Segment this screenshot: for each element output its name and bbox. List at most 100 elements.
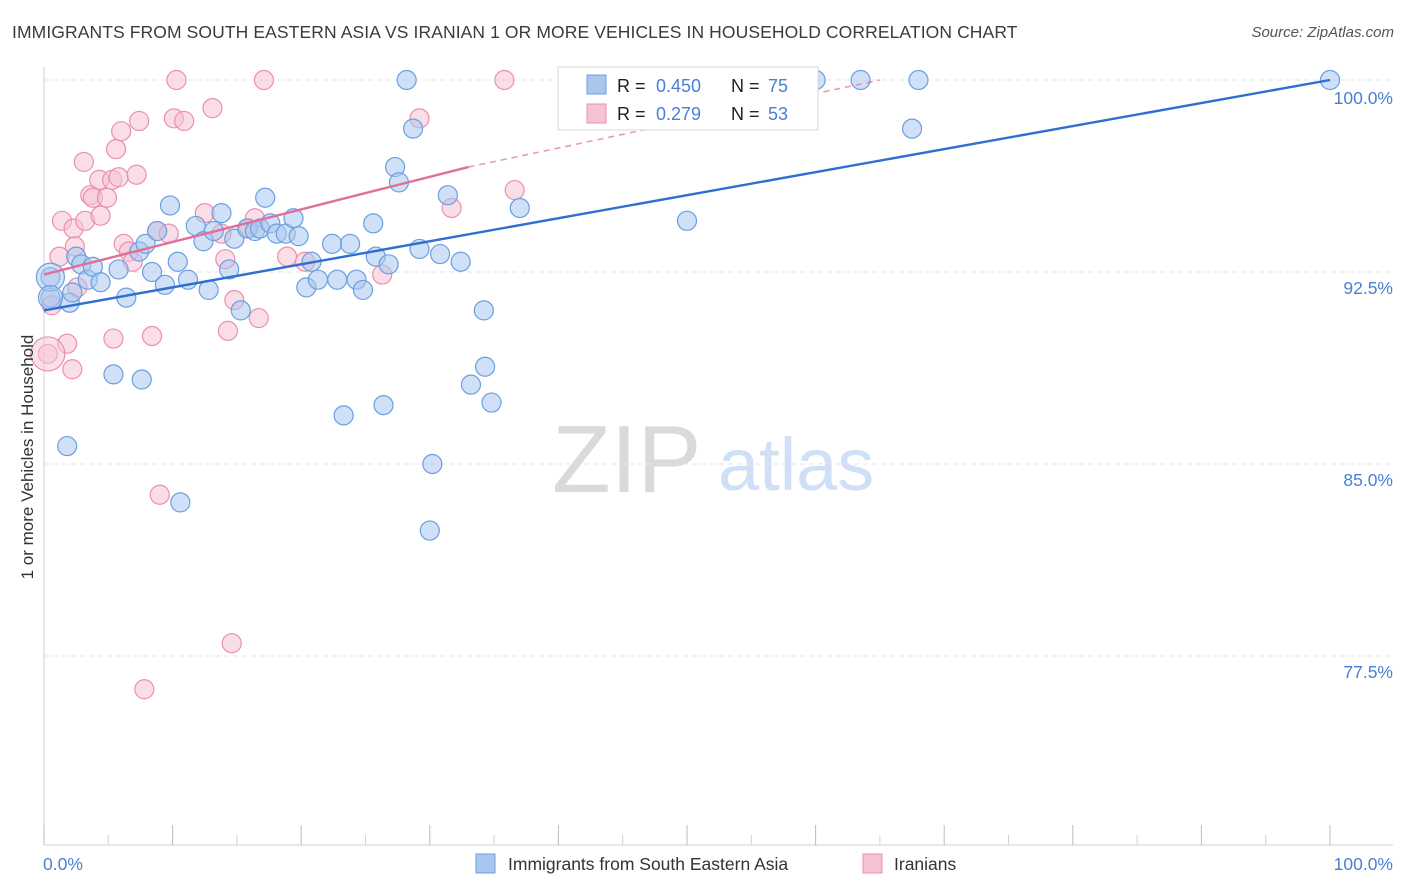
data-point	[474, 356, 496, 377]
data-point	[170, 492, 191, 513]
data-point	[211, 203, 232, 224]
data-point	[62, 282, 83, 303]
y-tick-labels: 100.0% 92.5% 85.0% 77.5%	[1334, 88, 1393, 682]
data-point	[429, 243, 451, 265]
data-point	[147, 220, 168, 242]
x-tick-label-max: 100.0%	[1334, 854, 1393, 874]
data-point	[166, 69, 187, 91]
stats-legend-swatch-blue	[586, 74, 607, 95]
data-point	[96, 187, 118, 208]
data-point	[167, 251, 188, 272]
data-point	[131, 369, 152, 390]
x-ticks	[43, 825, 1331, 845]
data-point	[402, 118, 424, 139]
bottom-legend: Immigrants from South Eastern Asia Irani…	[475, 853, 957, 874]
data-point	[494, 69, 515, 91]
source-label: Source: ZipAtlas.com	[1251, 24, 1394, 41]
data-point	[437, 185, 458, 206]
y-tick-label: 85.0%	[1343, 470, 1393, 490]
y-tick-label: 77.5%	[1343, 662, 1393, 682]
legend-swatch-iranians	[862, 853, 883, 874]
data-point	[174, 110, 195, 132]
y-axis-title: 1 or more Vehicles in Household	[18, 335, 37, 580]
data-point	[90, 272, 111, 293]
data-point	[327, 269, 348, 290]
data-point	[422, 453, 443, 475]
stats-r-value-pink: 0.279	[656, 104, 701, 124]
stats-legend-swatch-pink	[586, 103, 607, 124]
chart-title: IMMIGRANTS FROM SOUTH EASTERN ASIA VS IR…	[12, 22, 1018, 42]
legend-swatch-sea	[475, 853, 496, 874]
data-point	[111, 121, 132, 142]
iranians-points	[30, 69, 749, 700]
watermark-zip: ZIP	[552, 406, 701, 513]
data-point	[230, 300, 251, 321]
data-point	[419, 520, 440, 541]
trend-line-iranians	[43, 165, 469, 276]
data-point	[473, 300, 494, 321]
data-point	[373, 395, 394, 416]
data-point	[73, 151, 94, 173]
data-point	[253, 69, 275, 91]
data-point	[103, 364, 124, 385]
data-point	[134, 679, 155, 700]
data-point	[450, 251, 471, 272]
stats-n-label-blue: N =	[731, 76, 760, 96]
data-point	[217, 320, 238, 341]
data-point	[159, 195, 181, 216]
data-point-large	[30, 336, 66, 372]
y-tick-label: 92.5%	[1343, 278, 1393, 298]
data-point	[908, 69, 929, 91]
data-point	[255, 187, 276, 208]
data-point	[202, 98, 223, 119]
data-point	[248, 307, 269, 329]
data-point	[57, 435, 78, 457]
data-point	[352, 279, 374, 301]
data-point	[105, 139, 127, 160]
data-point	[307, 269, 329, 290]
stats-r-label-blue: R =	[617, 76, 646, 96]
data-point	[221, 633, 242, 654]
data-point	[219, 259, 240, 280]
stats-n-value-pink: 53	[768, 104, 788, 124]
data-point	[90, 205, 111, 226]
data-point	[850, 69, 871, 91]
data-point	[276, 246, 298, 267]
data-point	[141, 261, 163, 283]
data-point	[339, 233, 361, 254]
data-point	[149, 484, 170, 505]
data-point	[141, 325, 163, 347]
data-point	[481, 392, 502, 413]
data-point	[288, 226, 309, 247]
sea-points	[35, 69, 1341, 541]
data-point	[333, 405, 354, 426]
data-point	[108, 167, 129, 188]
data-point	[62, 359, 83, 380]
data-point	[103, 328, 124, 349]
axes	[43, 67, 1393, 846]
data-point	[509, 197, 530, 219]
legend-label-sea: Immigrants from South Eastern Asia	[508, 854, 788, 874]
data-point	[363, 213, 384, 234]
data-point	[321, 233, 343, 254]
y-tick-label: 100.0%	[1334, 88, 1393, 108]
stats-r-value-blue: 0.450	[656, 76, 701, 96]
data-point	[108, 259, 129, 280]
data-point	[460, 374, 482, 395]
data-point	[901, 118, 923, 139]
gridlines	[44, 79, 1393, 657]
data-point	[676, 210, 698, 231]
data-point	[129, 110, 150, 132]
data-point-large	[37, 285, 64, 311]
stats-legend: R = 0.450 N = 75 R = 0.279 N = 53	[557, 66, 819, 131]
stats-n-value-blue: 75	[768, 76, 788, 96]
trend-line-sea	[43, 78, 1331, 312]
stats-n-label-pink: N =	[731, 104, 760, 124]
stats-r-label-pink: R =	[617, 104, 646, 124]
data-point	[126, 164, 147, 185]
data-point	[378, 254, 399, 275]
legend-label-iranians: Iranians	[894, 854, 957, 874]
data-point	[396, 69, 417, 91]
x-tick-label-min: 0.0%	[43, 854, 83, 874]
